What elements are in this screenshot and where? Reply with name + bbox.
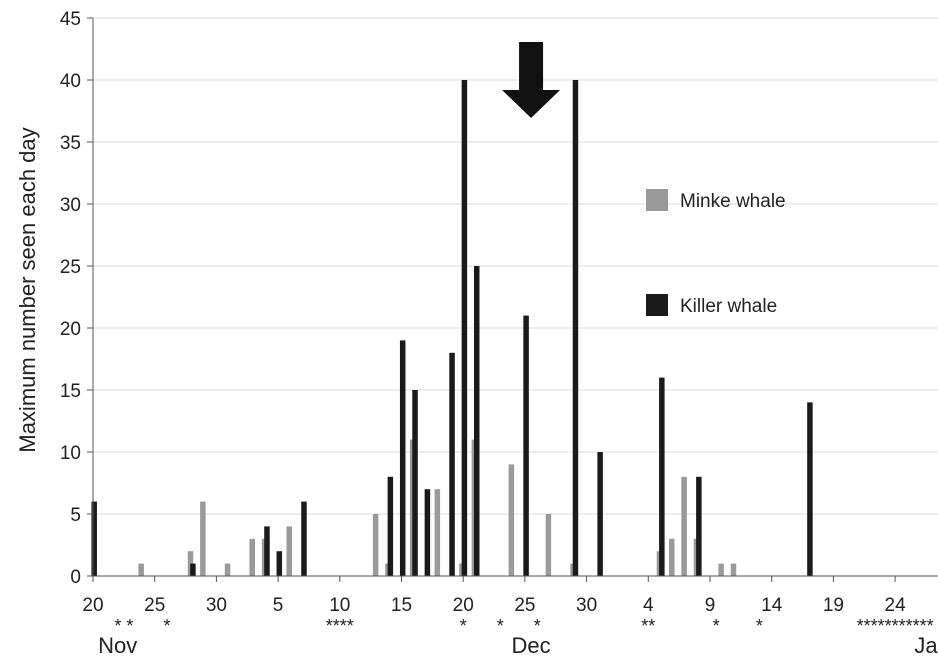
killer-bar: [523, 315, 529, 576]
tick-labels: 0 5 10 15 20 25 30 35 40 45 20 25 30 5 10 15 20 25 30 4 9 14 1…: [60, 9, 938, 656]
minke-bar: [669, 538, 675, 576]
legend: Minke whale Killer whale: [646, 189, 786, 317]
annotations: * * * **** * * * ** * * ***********: [114, 42, 934, 636]
killer-bar: [461, 80, 468, 576]
sample-effort-star: *: [497, 616, 504, 636]
month-label: Jan: [914, 633, 938, 656]
x-tick-label: 20: [82, 595, 103, 616]
killer-bar: [424, 489, 431, 576]
sample-effort-star: ****: [326, 616, 354, 636]
killer-bar: [276, 551, 283, 576]
y-tick-label: 30: [60, 195, 81, 216]
sample-effort-star: *: [534, 616, 541, 636]
x-tick-label: 24: [885, 595, 907, 616]
legend-label: Minke whale: [680, 191, 786, 212]
x-tick-label: 10: [329, 595, 350, 616]
sample-effort-star: ***********: [857, 616, 934, 636]
sample-effort-star: * *: [114, 616, 133, 636]
x-tick-label: 14: [761, 595, 783, 616]
minke-bar: [138, 563, 144, 576]
minke-bar: [224, 563, 231, 576]
killer-bar: [387, 476, 394, 576]
minke-bar: [718, 563, 724, 576]
x-tick-label: 30: [576, 595, 597, 616]
y-tick-label: 45: [60, 9, 81, 30]
month-label: Nov: [98, 633, 137, 656]
y-tick-label: 35: [60, 133, 81, 154]
killer-bar: [659, 377, 665, 576]
minke-bar: [200, 501, 206, 576]
minke-bar: [249, 538, 255, 576]
x-tick-label: 19: [823, 595, 844, 616]
x-tick-label: 30: [206, 595, 227, 616]
sample-effort-star: *: [460, 616, 467, 636]
y-tick-label: 5: [70, 505, 81, 526]
y-tick-label: 10: [60, 443, 81, 464]
x-tick-label: 9: [705, 595, 716, 616]
killer-bar: [572, 80, 579, 576]
y-axis-title: Maximum number seen each day: [15, 127, 40, 452]
legend-swatch: [646, 189, 668, 211]
legend-label: Killer whale: [680, 296, 777, 317]
minke-bar: [730, 563, 737, 576]
y-tick-label: 20: [60, 319, 81, 340]
y-tick-label: 25: [60, 257, 81, 278]
month-label: Dec: [512, 633, 551, 656]
x-tick-label: 25: [144, 595, 165, 616]
y-tick-label: 0: [70, 567, 81, 588]
sample-effort-star: *: [713, 616, 720, 636]
minke-bar: [286, 526, 292, 576]
sample-effort-star: *: [164, 616, 171, 636]
killer-bar: [91, 501, 97, 576]
x-tick-label: 4: [643, 595, 654, 616]
killer-bar: [399, 340, 406, 576]
x-tick-label: 15: [391, 595, 412, 616]
killer-bar: [473, 266, 480, 576]
killer-bar: [190, 563, 196, 576]
y-tick-label: 40: [60, 71, 81, 92]
axes: [87, 17, 938, 582]
killer-bar: [412, 390, 418, 576]
minke-bar: [681, 476, 687, 576]
minke-bar: [545, 514, 552, 576]
killer-bar: [301, 501, 307, 576]
x-tick-label: 20: [453, 595, 474, 616]
minke-bar: [372, 514, 379, 576]
gridlines: [93, 17, 938, 515]
y-tick-label: 15: [60, 381, 81, 402]
x-tick-label: 5: [273, 595, 284, 616]
sample-effort-star: *: [756, 616, 763, 636]
killer-bar: [449, 352, 455, 576]
down-arrow-icon: [502, 42, 561, 118]
sample-effort-star: **: [641, 616, 655, 636]
minke-bar: [508, 464, 515, 576]
killer-bar: [264, 526, 270, 576]
minke-bar: [434, 489, 441, 576]
killer-bar: [807, 402, 813, 576]
killer-bar: [597, 452, 603, 576]
killer-bar: [696, 476, 702, 576]
bars: [91, 80, 813, 576]
legend-swatch: [646, 294, 668, 316]
x-tick-label: 25: [514, 595, 535, 616]
